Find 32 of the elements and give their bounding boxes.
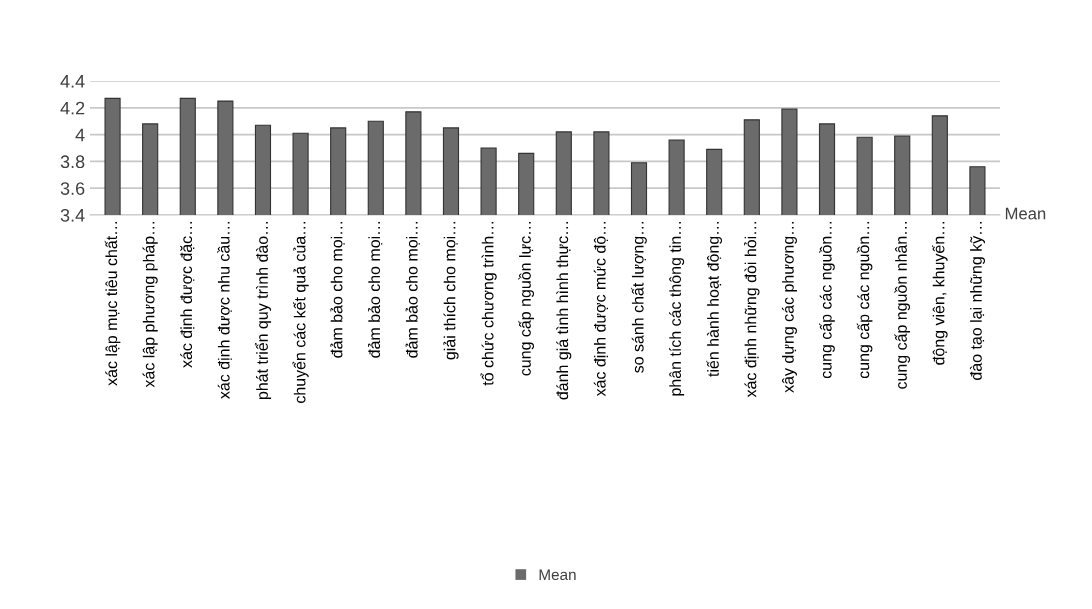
- x-tick-label: xây dựng các phương…: [781, 222, 797, 393]
- y-tick-label: 4.2: [60, 101, 85, 115]
- x-tick-label: giải thích cho mọi…: [443, 222, 459, 360]
- x-tick-label: chuyển các kết quả của…: [292, 222, 309, 403]
- legend-label: Mean: [539, 569, 576, 581]
- x-tick-label: phát triển quy trình đào…: [254, 222, 272, 400]
- y-tick-label: 3.6: [60, 182, 85, 195]
- x-tick-label: cung cấp nguồn lực…: [518, 222, 534, 376]
- x-tick-label: đảm bảo cho mọi…: [368, 222, 383, 358]
- x-tick-label: xác định được nhu cầu…: [217, 222, 232, 399]
- x-tick-label: cung cấp các nguồn…: [819, 222, 835, 379]
- x-tick-label: xác lập phương pháp…: [142, 222, 158, 388]
- x-tick-label: động viên, khuyến…: [932, 222, 948, 365]
- x-tick-label: so sánh chất lượng…: [631, 222, 647, 373]
- x-tick-label: đánh giá tình hình thực…: [556, 222, 572, 400]
- y-tick-label: 3.8: [60, 155, 85, 169]
- x-tick-label: tổ chức chương trình…: [480, 222, 497, 386]
- y-tick-label: 4.4: [60, 75, 85, 88]
- y-tick-label: 3.4: [60, 208, 85, 222]
- x-tick-label: đào tạo lại những kỹ…: [969, 222, 985, 380]
- x-tick-label: xác định được đặc…: [180, 222, 195, 368]
- x-tick-label: cung cấp các nguồn…: [856, 222, 873, 379]
- x-tick-label: xác định những đòi hỏi…: [744, 222, 760, 398]
- x-tick-label: xác lập mục tiêu chất…: [104, 222, 121, 386]
- y-tick-label: 4: [75, 128, 85, 142]
- x-tick-label: đảm bảo cho mọi…: [330, 222, 345, 358]
- x-tick-label: cung cấp nguồn nhân…: [894, 222, 911, 389]
- text: Mean: [1005, 207, 1046, 220]
- x-tick-label: tiến hành hoạt động…: [706, 222, 723, 377]
- x-tick-label: đảm bảo cho mọi…: [405, 222, 420, 358]
- x-tick-label: xác định được mức độ…: [593, 222, 608, 397]
- x-tick-label: phân tích các thông tin…: [669, 222, 685, 396]
